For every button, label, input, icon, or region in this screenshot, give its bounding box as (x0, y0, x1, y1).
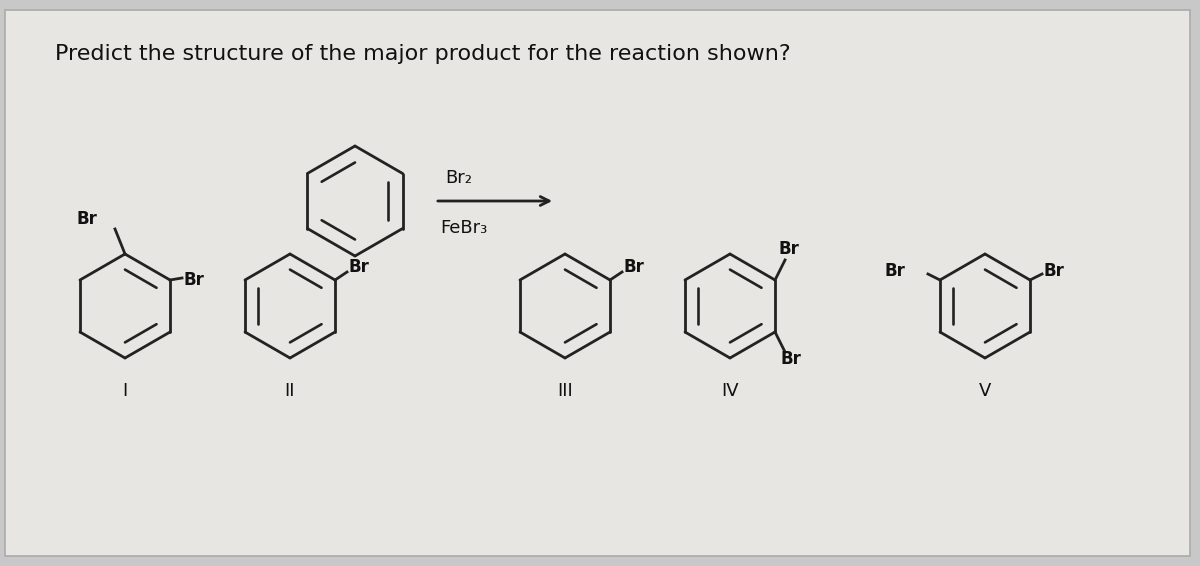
Text: I: I (122, 382, 127, 400)
Text: IV: IV (721, 382, 739, 400)
Text: Br: Br (884, 262, 906, 280)
Text: Br: Br (778, 240, 799, 258)
Text: Br: Br (184, 271, 204, 289)
Text: Br₂: Br₂ (445, 169, 472, 187)
Text: Br: Br (1043, 262, 1064, 280)
Text: Br: Br (77, 210, 98, 228)
Text: Predict the structure of the major product for the reaction shown?: Predict the structure of the major produ… (55, 44, 791, 64)
Text: Br: Br (348, 258, 368, 276)
Text: Br: Br (623, 258, 644, 276)
Text: III: III (557, 382, 572, 400)
Text: V: V (979, 382, 991, 400)
Text: Br: Br (780, 350, 800, 368)
Text: II: II (284, 382, 295, 400)
Text: FeBr₃: FeBr₃ (440, 219, 487, 237)
FancyBboxPatch shape (5, 10, 1190, 556)
